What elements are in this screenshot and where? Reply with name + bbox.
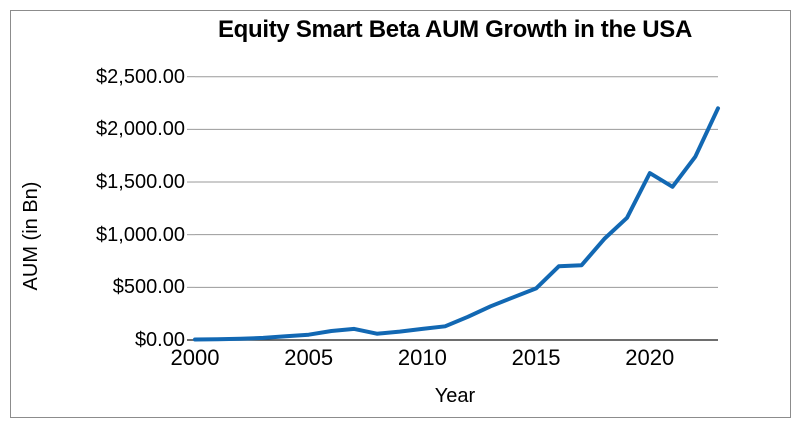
x-tick-label: 2005 [284,345,334,370]
chart-title: Equity Smart Beta AUM Growth in the USA [217,16,693,43]
x-axis-title: Year [434,385,476,407]
y-tick-label: $2,500.00 [96,65,185,88]
y-axis-title: AUM (in Bn) [20,181,42,291]
y-tick-label: $500.00 [112,276,185,299]
aum-series-line [193,106,720,342]
x-tick-label: 2010 [397,345,447,370]
x-tick-label: 2000 [170,345,220,370]
y-tick-label: $1,500.00 [96,171,185,194]
x-tick-label: 2020 [625,345,675,370]
y-tick-label: $0.00 [134,329,185,351]
x-tick-label: 2015 [511,345,561,370]
y-tick-label: $1,000.00 [96,223,185,246]
y-tick-label: $2,000.00 [96,118,185,141]
figure-border [10,10,791,418]
